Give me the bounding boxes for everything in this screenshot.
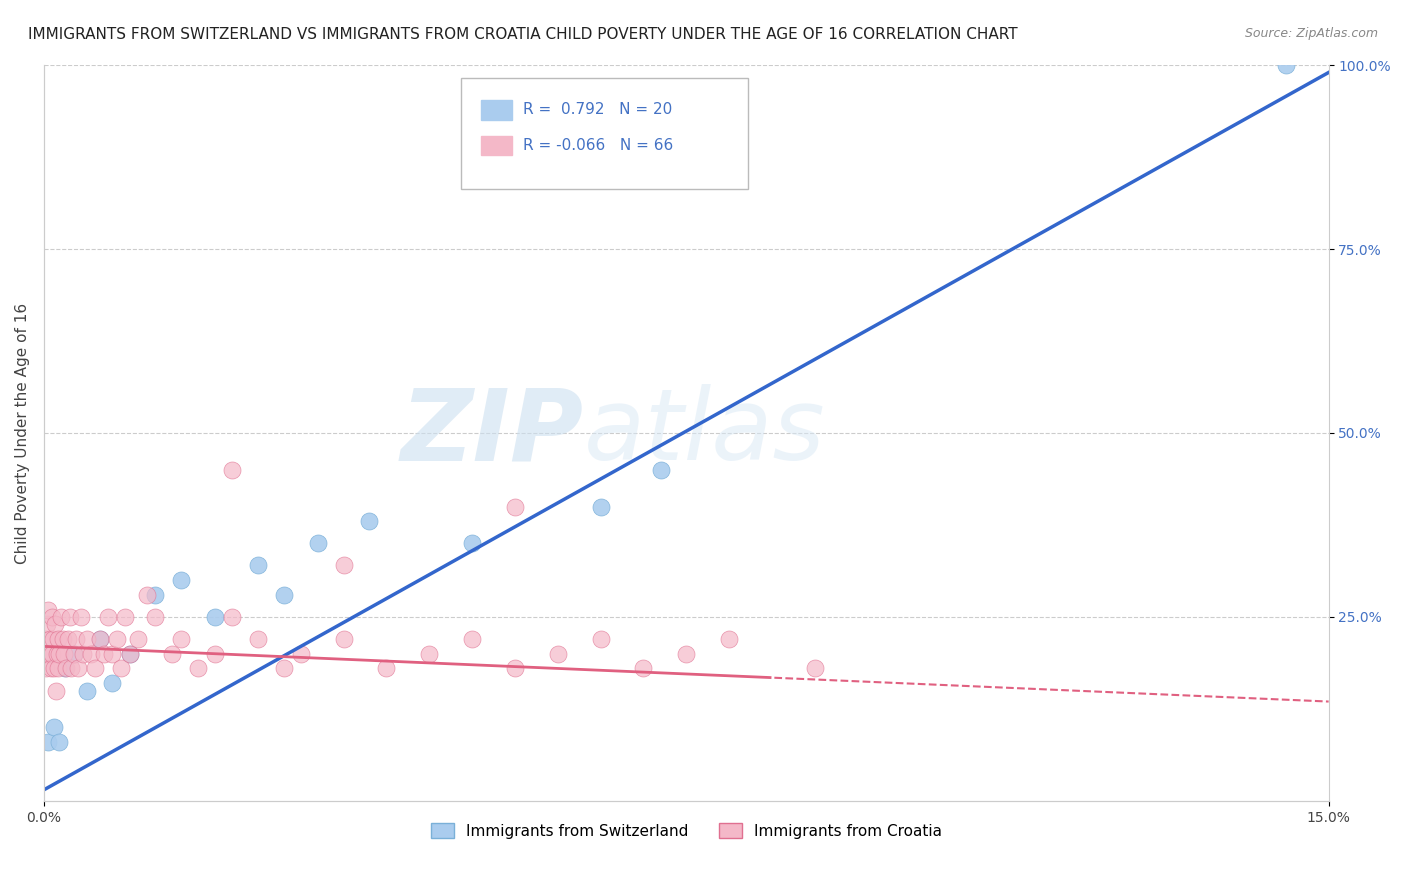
Point — [89, 632, 111, 646]
Point — [38, 647, 60, 661]
Text: IMMIGRANTS FROM SWITZERLAND VS IMMIGRANTS FROM CROATIA CHILD POVERTY UNDER THE A: IMMIGRANTS FROM SWITZERLAND VS IMMIGRANT… — [28, 27, 1018, 42]
Point — [143, 588, 166, 602]
Point — [39, 661, 62, 675]
Point — [170, 573, 193, 587]
Point — [633, 661, 655, 675]
Point — [221, 463, 243, 477]
Point — [418, 647, 440, 661]
Point — [461, 536, 484, 550]
Point — [49, 610, 72, 624]
Point — [375, 661, 398, 675]
Point — [67, 661, 90, 675]
Point — [46, 632, 69, 646]
Point — [84, 661, 107, 675]
Point — [1275, 58, 1298, 72]
Point — [589, 500, 612, 514]
Point — [56, 632, 79, 646]
Point — [48, 735, 70, 749]
Point — [37, 602, 59, 616]
Point — [53, 661, 76, 675]
Point — [44, 617, 66, 632]
Point — [37, 735, 59, 749]
Point — [273, 661, 295, 675]
Point — [135, 588, 157, 602]
Point — [42, 632, 65, 646]
Point — [162, 647, 184, 661]
Point — [675, 647, 697, 661]
Point — [650, 463, 672, 477]
Point — [143, 610, 166, 624]
Point — [44, 661, 66, 675]
Point — [127, 632, 149, 646]
Point — [803, 661, 825, 675]
Point — [60, 661, 83, 675]
Point — [461, 632, 484, 646]
Point — [58, 610, 80, 624]
Point — [118, 647, 141, 661]
Point — [45, 683, 67, 698]
Text: R = -0.066   N = 66: R = -0.066 N = 66 — [523, 138, 673, 153]
Point — [503, 500, 526, 514]
Point — [204, 647, 226, 661]
Point — [53, 647, 76, 661]
Point — [41, 610, 63, 624]
Point — [44, 720, 66, 734]
Point — [34, 632, 56, 646]
Text: atlas: atlas — [583, 384, 825, 482]
Point — [290, 647, 312, 661]
Point — [547, 647, 569, 661]
Point — [718, 632, 741, 646]
Point — [97, 610, 120, 624]
Point — [52, 632, 75, 646]
Point — [170, 632, 193, 646]
Point — [589, 632, 612, 646]
Point — [48, 647, 70, 661]
Point — [37, 617, 59, 632]
Point — [41, 647, 63, 661]
Point — [110, 661, 132, 675]
Point — [89, 632, 111, 646]
Point — [72, 647, 94, 661]
Point — [35, 661, 58, 675]
Point — [247, 632, 270, 646]
Point — [105, 632, 128, 646]
Point — [332, 558, 354, 573]
Point — [69, 610, 91, 624]
Point — [503, 661, 526, 675]
Point — [55, 661, 77, 675]
Point — [221, 610, 243, 624]
Point — [45, 647, 67, 661]
Text: ZIP: ZIP — [401, 384, 583, 482]
Point — [114, 610, 136, 624]
Point — [332, 632, 354, 646]
Point — [118, 647, 141, 661]
Point — [204, 610, 226, 624]
Point — [247, 558, 270, 573]
Point — [80, 647, 103, 661]
Text: R =  0.792   N = 20: R = 0.792 N = 20 — [523, 103, 672, 117]
Point — [93, 647, 115, 661]
Point — [76, 683, 98, 698]
Legend: Immigrants from Switzerland, Immigrants from Croatia: Immigrants from Switzerland, Immigrants … — [425, 816, 948, 845]
Point — [65, 632, 87, 646]
Point — [101, 676, 124, 690]
Point — [76, 632, 98, 646]
Point — [34, 647, 56, 661]
Point — [63, 647, 86, 661]
Y-axis label: Child Poverty Under the Age of 16: Child Poverty Under the Age of 16 — [15, 302, 30, 564]
Point — [38, 632, 60, 646]
Point — [359, 514, 381, 528]
Point — [101, 647, 124, 661]
Point — [63, 647, 86, 661]
Point — [48, 661, 70, 675]
Point — [273, 588, 295, 602]
Text: Source: ZipAtlas.com: Source: ZipAtlas.com — [1244, 27, 1378, 40]
Point — [307, 536, 329, 550]
Point — [187, 661, 209, 675]
